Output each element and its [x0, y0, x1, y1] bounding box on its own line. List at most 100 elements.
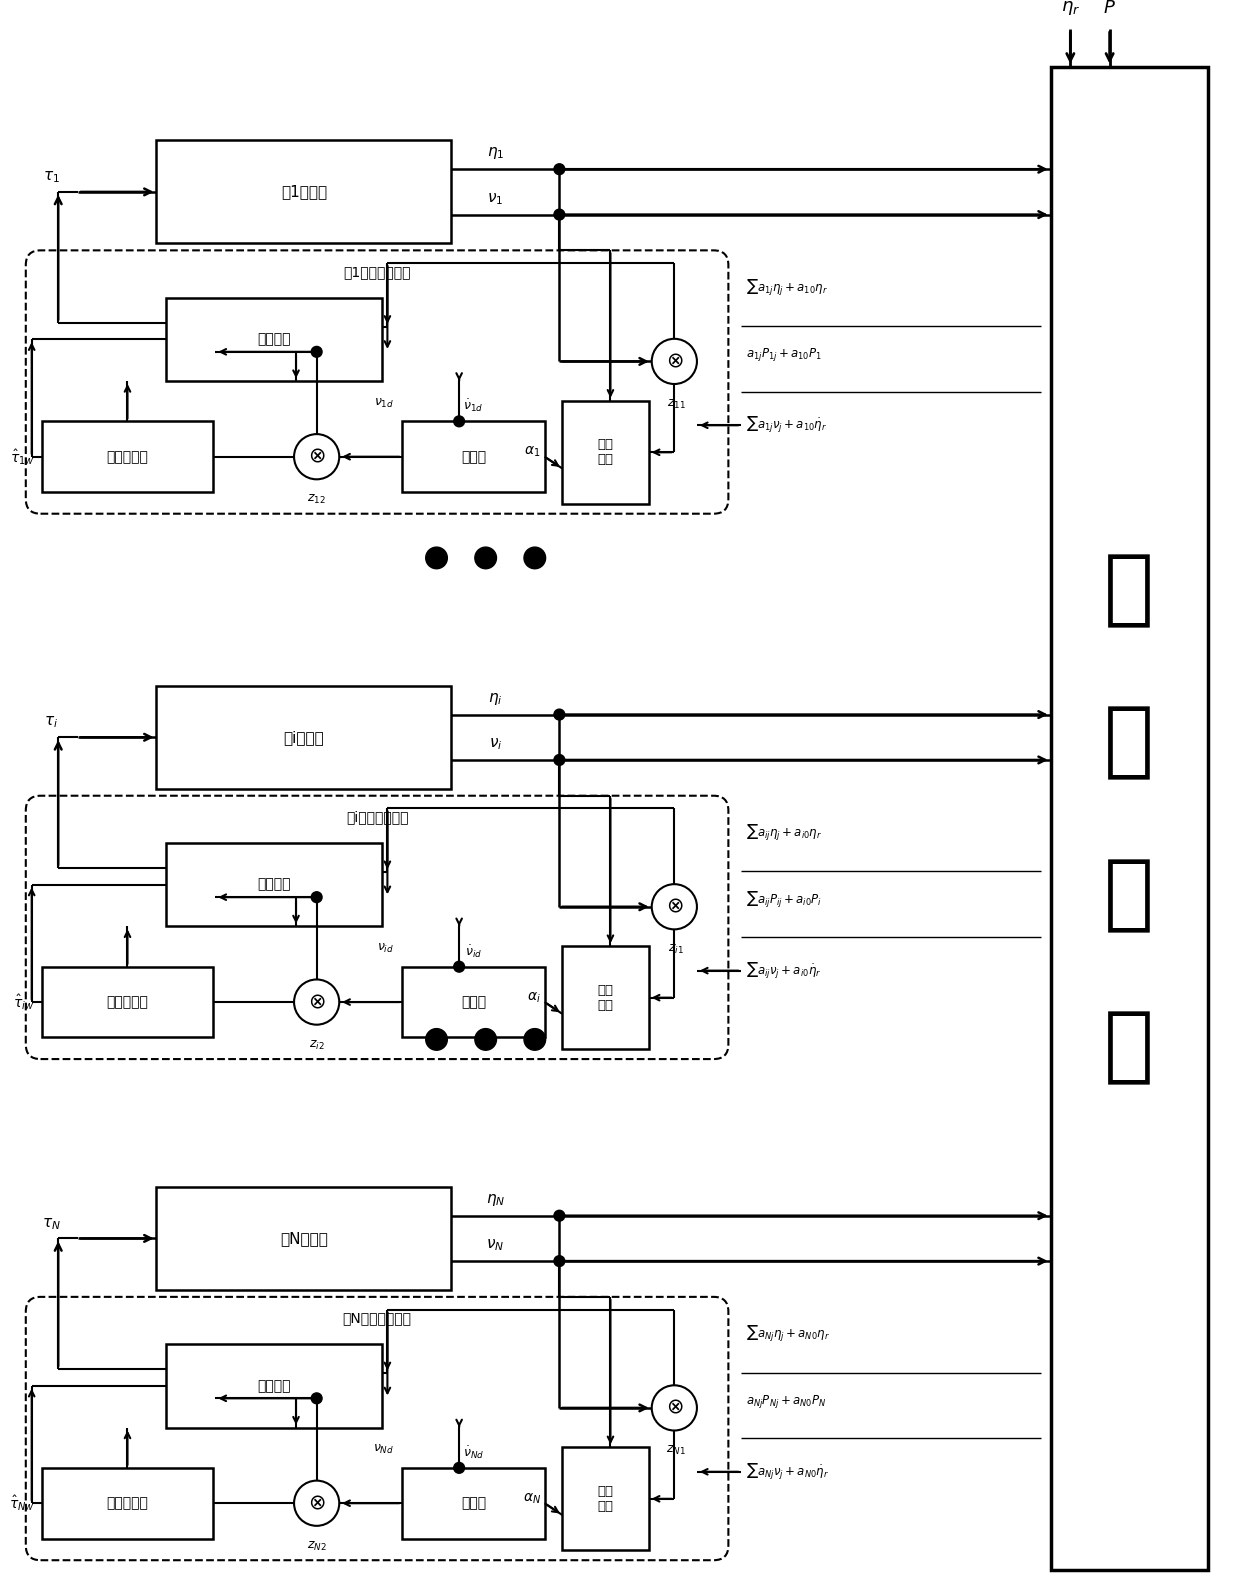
Circle shape — [475, 1028, 496, 1050]
Text: 自适应单元: 自适应单元 — [107, 450, 149, 464]
Text: $\nu_1$: $\nu_1$ — [487, 192, 503, 207]
Text: 虚拟
控制: 虚拟 控制 — [598, 983, 614, 1012]
Text: 第1艘船舶控制器: 第1艘船舶控制器 — [343, 265, 410, 279]
Text: $z_{11}$: $z_{11}$ — [667, 397, 686, 410]
Bar — [1050, 67, 1208, 1570]
Text: $\nu_{1d}$: $\nu_{1d}$ — [374, 396, 394, 410]
Circle shape — [454, 417, 465, 426]
Text: 第i艘船舶控制器: 第i艘船舶控制器 — [346, 811, 408, 825]
Text: 控制单元: 控制单元 — [258, 878, 291, 892]
Text: $\tau_1$: $\tau_1$ — [43, 169, 60, 185]
Text: $\hat{\tau}_{iw}$: $\hat{\tau}_{iw}$ — [14, 993, 35, 1012]
Text: $\nu_N$: $\nu_N$ — [486, 1237, 505, 1253]
Text: $z_{i1}$: $z_{i1}$ — [668, 943, 684, 956]
Bar — [41, 1468, 213, 1539]
Text: 络: 络 — [1105, 1007, 1154, 1087]
Text: $\otimes$: $\otimes$ — [308, 447, 325, 466]
Bar — [156, 686, 451, 788]
Bar — [156, 1187, 451, 1290]
Text: $\sum a_{ij}\nu_j+a_{i0}\dot{\eta}_r$: $\sum a_{ij}\nu_j+a_{i0}\dot{\eta}_r$ — [746, 961, 821, 980]
Text: $z_{N2}$: $z_{N2}$ — [306, 1540, 326, 1553]
Bar — [562, 1448, 649, 1550]
Text: $\dot{\nu}_{id}$: $\dot{\nu}_{id}$ — [465, 943, 482, 959]
Text: $\nu_{Nd}$: $\nu_{Nd}$ — [373, 1443, 394, 1456]
Text: $\alpha_N$: $\alpha_N$ — [522, 1492, 541, 1507]
Text: $\hat{\tau}_{1w}$: $\hat{\tau}_{1w}$ — [10, 447, 35, 466]
Text: $\nu_{id}$: $\nu_{id}$ — [377, 942, 394, 954]
Circle shape — [311, 1393, 322, 1404]
Text: $\dot{\nu}_{1d}$: $\dot{\nu}_{1d}$ — [464, 397, 484, 415]
Text: $z_{12}$: $z_{12}$ — [308, 493, 326, 506]
Text: 通: 通 — [1105, 549, 1154, 630]
Bar — [402, 967, 544, 1037]
Text: $\tau_N$: $\tau_N$ — [42, 1216, 61, 1232]
Text: 第N艘船舶控制器: 第N艘船舶控制器 — [342, 1312, 412, 1326]
Text: $\sum a_{ij}P_{ij}+a_{i0}P_i$: $\sum a_{ij}P_{ij}+a_{i0}P_i$ — [746, 891, 822, 910]
Text: $\eta_i$: $\eta_i$ — [489, 691, 502, 707]
Circle shape — [652, 1385, 697, 1430]
Text: 虚拟
控制: 虚拟 控制 — [598, 439, 614, 466]
Bar — [41, 967, 213, 1037]
Text: 滤波器: 滤波器 — [461, 1495, 486, 1510]
Bar — [156, 140, 451, 244]
Text: 自适应单元: 自适应单元 — [107, 1495, 149, 1510]
Text: $P$: $P$ — [1104, 0, 1116, 18]
Text: 滤波器: 滤波器 — [461, 450, 486, 464]
Text: $\otimes$: $\otimes$ — [666, 351, 683, 372]
Text: $\eta_r$: $\eta_r$ — [1060, 0, 1080, 18]
Text: $\hat{\tau}_{Nw}$: $\hat{\tau}_{Nw}$ — [9, 1494, 35, 1513]
Text: 滤波器: 滤波器 — [461, 994, 486, 1009]
Circle shape — [425, 547, 448, 568]
Text: $\sum a_{1j}\eta_j+a_{10}\eta_r$: $\sum a_{1j}\eta_j+a_{10}\eta_r$ — [746, 278, 828, 298]
Text: $\alpha_i$: $\alpha_i$ — [527, 991, 541, 1005]
Circle shape — [425, 1028, 448, 1050]
Text: $\sum a_{ij}\eta_j+a_{i0}\eta_r$: $\sum a_{ij}\eta_j+a_{i0}\eta_r$ — [746, 824, 822, 843]
Text: 第N艘船舶: 第N艘船舶 — [280, 1231, 327, 1246]
Circle shape — [311, 892, 322, 903]
Text: $\otimes$: $\otimes$ — [308, 993, 325, 1012]
Bar — [562, 401, 649, 504]
Circle shape — [475, 547, 496, 568]
Circle shape — [525, 1028, 546, 1050]
Circle shape — [294, 1481, 340, 1526]
Circle shape — [454, 961, 465, 972]
Circle shape — [294, 980, 340, 1025]
Text: $\alpha_1$: $\alpha_1$ — [525, 445, 541, 460]
Text: $\otimes$: $\otimes$ — [666, 1398, 683, 1417]
Text: 控制单元: 控制单元 — [258, 332, 291, 346]
Text: $\eta_1$: $\eta_1$ — [487, 145, 505, 161]
Text: $\otimes$: $\otimes$ — [666, 897, 683, 916]
Circle shape — [554, 209, 564, 220]
Text: $\nu_i$: $\nu_i$ — [489, 736, 502, 752]
Circle shape — [554, 1256, 564, 1267]
Circle shape — [554, 164, 564, 174]
Text: $a_{Nj}P_{Nj}+a_{N0}P_N$: $a_{Nj}P_{Nj}+a_{N0}P_N$ — [746, 1393, 826, 1409]
Text: $\tau_i$: $\tau_i$ — [45, 715, 58, 731]
Circle shape — [454, 1462, 465, 1473]
Circle shape — [554, 755, 564, 766]
Text: $a_{1j}P_{1j}+a_{10}P_1$: $a_{1j}P_{1j}+a_{10}P_1$ — [746, 346, 822, 362]
Bar — [166, 297, 382, 381]
Text: $z_{N1}$: $z_{N1}$ — [666, 1444, 686, 1457]
Bar — [562, 946, 649, 1049]
Circle shape — [525, 547, 546, 568]
Text: 网: 网 — [1105, 854, 1154, 935]
Text: 信: 信 — [1105, 702, 1154, 782]
Bar — [166, 843, 382, 926]
Circle shape — [311, 346, 322, 358]
Text: 第1艘船舶: 第1艘船舶 — [280, 185, 327, 200]
Text: 控制单元: 控制单元 — [258, 1379, 291, 1393]
Circle shape — [652, 338, 697, 385]
Text: 自适应单元: 自适应单元 — [107, 994, 149, 1009]
Text: 第i艘船舶: 第i艘船舶 — [284, 729, 324, 745]
Text: $\sum a_{Nj}\eta_j+a_{N0}\eta_r$: $\sum a_{Nj}\eta_j+a_{N0}\eta_r$ — [746, 1325, 830, 1344]
Text: $\dot{\nu}_{Nd}$: $\dot{\nu}_{Nd}$ — [463, 1444, 484, 1460]
Bar — [41, 421, 213, 492]
Text: $\eta_N$: $\eta_N$ — [486, 1192, 505, 1208]
Text: 虚拟
控制: 虚拟 控制 — [598, 1484, 614, 1513]
Circle shape — [554, 1210, 564, 1221]
Circle shape — [554, 709, 564, 720]
Text: $z_{i2}$: $z_{i2}$ — [309, 1039, 325, 1052]
Circle shape — [652, 884, 697, 929]
Bar — [402, 421, 544, 492]
